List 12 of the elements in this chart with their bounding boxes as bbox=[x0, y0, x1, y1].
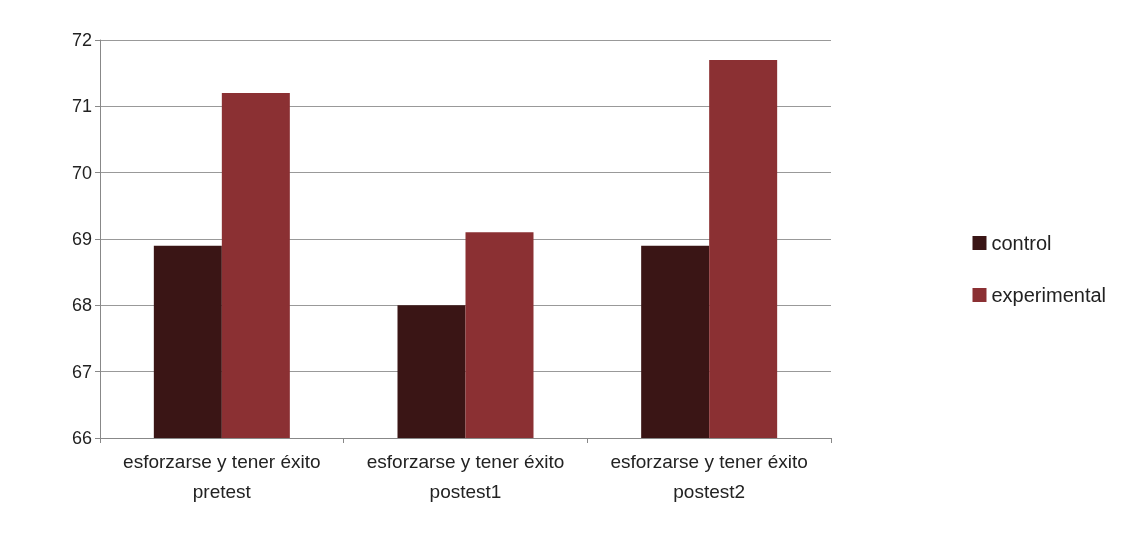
y-tick-label: 67 bbox=[71, 361, 92, 382]
x-tick-label: esforzarse y tener éxito postest2 bbox=[610, 450, 808, 502]
legend-label: experimental bbox=[991, 284, 1107, 306]
y-tick-label: 71 bbox=[71, 96, 92, 117]
y-tick-label: 72 bbox=[71, 30, 92, 50]
y-tick-label: 70 bbox=[71, 162, 92, 183]
y-tick-label: 69 bbox=[71, 229, 92, 249]
x-tick-label: esforzarse y tener éxito postest1 bbox=[366, 450, 565, 502]
y-tick-label: 68 bbox=[71, 295, 92, 316]
y-tick-label: 66 bbox=[71, 428, 92, 448]
legend-label: control bbox=[991, 232, 1052, 254]
x-tick-label: esforzarse y tener éxito pretest bbox=[123, 450, 321, 502]
